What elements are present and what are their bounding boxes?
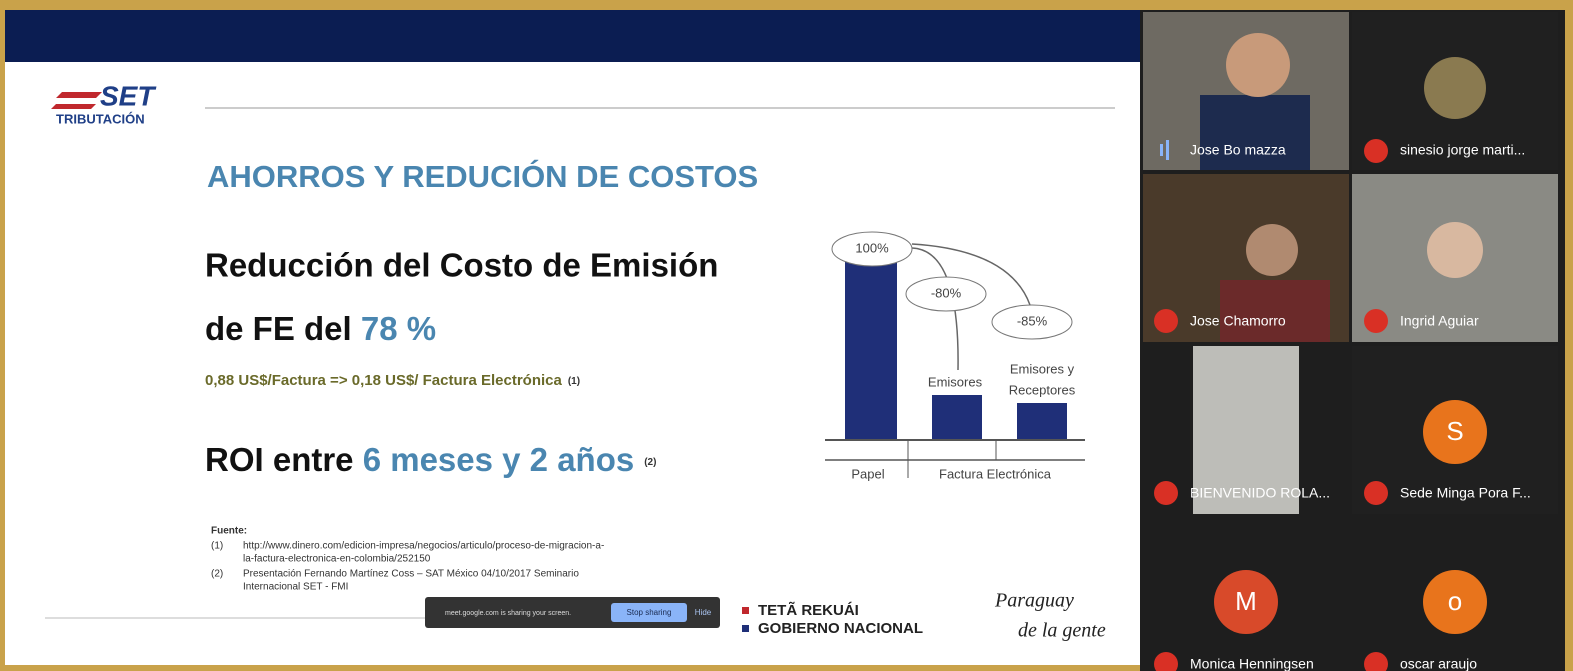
bubble <box>831 231 913 267</box>
slide-header-band <box>5 10 1140 62</box>
avatar-initial: M <box>1235 586 1257 616</box>
video-person <box>1226 33 1290 97</box>
logo-brand: SET <box>100 80 157 111</box>
diagram: 100% -80% -85% Emisores Emisores y Recep… <box>825 231 1085 481</box>
headline-highlight: 78 % <box>361 310 436 347</box>
participant-name: sinesio jorge marti... <box>1400 142 1525 158</box>
mic-off <box>1364 139 1388 163</box>
footer-line: TETÃ REKUÁI <box>758 601 859 619</box>
bar-shape <box>1017 403 1067 440</box>
mic-off <box>1364 481 1388 505</box>
sources-heading: Fuente: <box>211 526 247 537</box>
video-person <box>1220 280 1330 342</box>
bubble <box>905 276 987 312</box>
slogan: de la gente <box>1018 620 1106 642</box>
video-person <box>1427 222 1483 278</box>
stop-label[interactable]: Stop sharing <box>627 608 672 617</box>
logo-subtitle: TRIBUTACIÓN <box>56 111 145 126</box>
share-message: meet.google.com is sharing your screen. <box>445 610 571 617</box>
mic-off <box>1364 309 1388 333</box>
headline: Reducción del Costo de Emisión <box>205 247 718 284</box>
slide-title: AHORROS Y REDUCIÓN DE COSTOS <box>207 158 758 194</box>
avatar <box>1423 400 1487 464</box>
bullet <box>742 607 749 614</box>
participant-name: Ingrid Aguiar <box>1400 313 1479 329</box>
bar-shape <box>845 262 897 440</box>
video-person <box>1246 224 1298 276</box>
headline-text: de FE del <box>205 310 361 347</box>
roi-note: (2) <box>644 457 656 468</box>
hide-button[interactable]: Hide <box>695 608 712 617</box>
bubble-label: -80% <box>931 285 962 300</box>
bubble-label: -85% <box>1017 313 1048 328</box>
source-line: Presentación Fernando Martínez Coss – SA… <box>243 569 579 580</box>
slide-bg <box>5 10 1140 665</box>
group-label: Factura Electrónica <box>939 466 1052 481</box>
bubble-label: 100% <box>855 240 889 255</box>
speaking-icon <box>1166 140 1169 160</box>
bar-label: Emisores <box>928 374 983 389</box>
participant-name: Jose Chamorro <box>1190 313 1286 329</box>
participant-name: oscar araujo <box>1400 656 1477 671</box>
bubble <box>991 304 1073 340</box>
slogan: Paraguay <box>994 590 1074 612</box>
roi-highlight: 6 meses y 2 años <box>363 441 635 478</box>
video-tile[interactable] <box>1193 346 1299 514</box>
avatar-photo <box>1424 57 1486 119</box>
avatar-initial: o <box>1448 586 1462 616</box>
group-label: Papel <box>851 466 884 481</box>
video-person <box>1200 95 1310 170</box>
source-line: Internacional SET - FMI <box>243 582 348 593</box>
logo-swoosh <box>51 92 102 109</box>
speaking-icon <box>1160 144 1163 156</box>
mic-off <box>1154 481 1178 505</box>
mic-icons <box>1154 139 1388 671</box>
mic-off <box>1154 309 1178 333</box>
source-number: (2) <box>211 569 223 580</box>
bar-label: Receptores <box>1009 382 1076 397</box>
avatar <box>1214 570 1278 634</box>
sources: Fuente: (1) http://www.dinero.com/edicio… <box>211 526 604 593</box>
source-line: la-factura-electronica-en-colombia/25215… <box>243 554 431 565</box>
stop-button[interactable] <box>611 603 687 622</box>
footer-line: GOBIERNO NACIONAL <box>758 620 923 637</box>
detail-text: 0,88 US$/Factura => 0,18 US$/ Factura El… <box>205 372 563 389</box>
source-line: http://www.dinero.com/edicion-impresa/ne… <box>243 541 604 552</box>
roi: ROI entre 6 meses y 2 años (2) <box>205 441 656 478</box>
bullet <box>742 625 749 632</box>
participant-name: BIENVENIDO ROLA... <box>1190 485 1330 501</box>
roi-text: ROI entre <box>205 441 363 478</box>
avatar-initial: S <box>1446 416 1463 446</box>
headline: de FE del 78 % <box>205 310 436 347</box>
participant-name: Monica Henningsen <box>1190 656 1314 671</box>
mic-off <box>1154 652 1178 671</box>
detail-note: (1) <box>568 376 580 387</box>
detail: 0,88 US$/Factura => 0,18 US$/ Factura El… <box>205 372 580 389</box>
source-number: (1) <box>211 541 223 552</box>
bar-shape <box>932 395 982 440</box>
avatar <box>1423 570 1487 634</box>
participant-name: Jose Bo mazza <box>1190 142 1286 158</box>
bar-label: Emisores y <box>1010 361 1075 376</box>
participant-name: Sede Minga Pora F... <box>1400 485 1531 501</box>
mic-off <box>1364 652 1388 671</box>
